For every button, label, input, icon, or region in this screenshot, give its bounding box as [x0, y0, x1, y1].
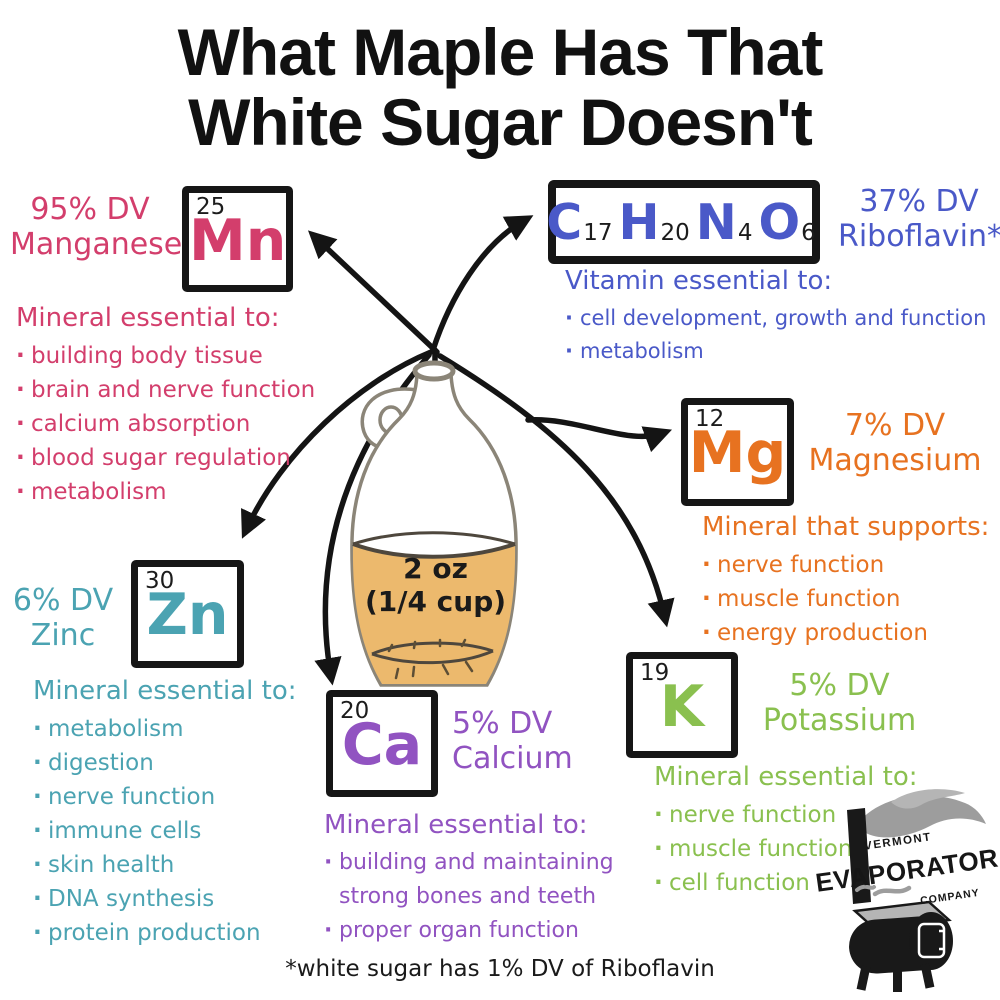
page-title-line1: What Maple Has That	[177, 15, 824, 89]
list-item: metabolism	[33, 712, 333, 746]
list-item: metabolism	[16, 475, 336, 509]
jug-mouth	[412, 360, 456, 382]
formula-element: C	[546, 193, 583, 251]
riboflavin-list-title: Vitamin essential to:	[565, 266, 833, 296]
magnesium-atomic-number: 12	[695, 406, 725, 432]
list-item: nerve function	[654, 798, 944, 832]
list-item: building and maintaining strong bones an…	[324, 846, 644, 914]
syrup-fill	[352, 544, 516, 684]
potassium-dv-label: 5% DV Potassium	[762, 668, 917, 739]
formula-element: O	[758, 193, 801, 251]
formula-element: N	[695, 193, 737, 251]
footnote: *white sugar has 1% DV of Riboflavin	[285, 956, 715, 982]
potassium-element-box: 19 K	[626, 652, 738, 758]
formula-subscript: 6	[801, 219, 816, 246]
potassium-benefits: Mineral essential to: nerve functionmusc…	[654, 762, 944, 900]
magnesium-benefits: Mineral that supports: nerve functionmus…	[702, 512, 992, 650]
list-item: cell development, growth and function	[565, 302, 1000, 335]
calcium-atomic-number: 20	[340, 698, 370, 724]
manganese-list: building body tissuebrain and nerve func…	[16, 339, 336, 509]
list-item: nerve function	[702, 548, 992, 582]
zinc-atomic-number: 30	[145, 568, 175, 594]
calcium-list-title: Mineral essential to:	[324, 810, 588, 840]
manganese-list-title: Mineral essential to:	[16, 303, 280, 333]
formula-subscript: 4	[737, 219, 753, 246]
list-item: proper organ function	[324, 914, 644, 948]
manganese-symbol: Mn	[189, 208, 287, 274]
magnesium-list: nerve functionmuscle functionenergy prod…	[702, 548, 992, 650]
calcium-symbol: Ca	[341, 712, 423, 778]
magnesium-list-title: Mineral that supports:	[702, 512, 990, 542]
calcium-dv-label: 5% DV Calcium	[452, 706, 573, 777]
manganese-atomic-number: 25	[196, 194, 226, 220]
list-item: muscle function	[654, 832, 944, 866]
arrow-to-manganese	[307, 230, 440, 355]
chimney-icon	[847, 808, 871, 904]
riboflavin-list: cell development, growth and functionmet…	[565, 302, 1000, 368]
page-title: What Maple Has That White Sugar Doesn't	[0, 15, 1000, 159]
calcium-element-box: 20 Ca	[326, 690, 438, 797]
list-item: brain and nerve function	[16, 373, 336, 407]
potassium-list: nerve functionmuscle functioncell functi…	[654, 798, 944, 900]
arrow-to-magnesium	[525, 417, 673, 453]
potassium-list-title: Mineral essential to:	[654, 762, 918, 792]
riboflavin-formula: C 17 H 20 N 4 O 6	[546, 198, 822, 247]
jug-amount-label: 2 oz (1/4 cup)	[348, 552, 523, 618]
calcium-list: building and maintaining strong bones an…	[324, 846, 644, 948]
manganese-benefits: Mineral essential to: building body tiss…	[16, 303, 336, 509]
list-item: energy production	[702, 616, 992, 650]
smoke-icon	[857, 795, 986, 838]
list-item: protein production	[33, 916, 333, 950]
zinc-benefits: Mineral essential to: metabolismdigestio…	[33, 676, 333, 950]
arrow-to-potassium	[437, 353, 675, 628]
zinc-dv-label: 6% DV Zinc	[12, 583, 114, 654]
manganese-dv-label: 95% DV Manganese	[10, 192, 183, 263]
zinc-element-box: 30 Zn	[131, 560, 244, 668]
list-item: muscle function	[702, 582, 992, 616]
manganese-element-box: 25 Mn	[182, 186, 293, 292]
jug-amount-cup: (1/4 cup)	[364, 585, 507, 619]
zinc-list: metabolismdigestionnerve functionimmune …	[33, 712, 333, 950]
magnesium-dv-label: 7% DV Magnesium	[808, 408, 982, 479]
riboflavin-formula-box: C 17 H 20 N 4 O 6	[546, 180, 822, 264]
list-item: metabolism	[565, 335, 1000, 368]
magnesium-element-box: 12 Mg	[681, 398, 794, 506]
evaporator-stove-icon	[849, 900, 953, 992]
jug-amount-oz: 2 oz	[403, 552, 468, 585]
list-item: calcium absorption	[16, 407, 336, 441]
formula-element: H	[618, 193, 660, 251]
formula-subscript: 17	[583, 219, 613, 246]
magnesium-symbol: Mg	[688, 420, 787, 486]
list-item: nerve function	[33, 780, 333, 814]
riboflavin-benefits: Vitamin essential to: cell development, …	[565, 266, 1000, 368]
potassium-symbol: K	[659, 674, 705, 740]
list-item: skin health	[33, 848, 333, 882]
arrow-to-riboflavin	[430, 215, 534, 353]
list-item: building body tissue	[16, 339, 336, 373]
list-item: cell function	[654, 866, 944, 900]
page-title-line2: White Sugar Doesn't	[188, 84, 813, 159]
list-item: immune cells	[33, 814, 333, 848]
list-item: DNA synthesis	[33, 882, 333, 916]
potassium-atomic-number: 19	[640, 660, 670, 686]
zinc-list-title: Mineral essential to:	[33, 676, 297, 706]
calcium-benefits: Mineral essential to: building and maint…	[324, 810, 644, 948]
zinc-symbol: Zn	[146, 582, 229, 648]
list-item: blood sugar regulation	[16, 441, 336, 475]
list-item: digestion	[33, 746, 333, 780]
riboflavin-dv-label: 37% DV Riboflavin*	[838, 184, 1000, 255]
vermont-evaporator-logo: VERMONT EVAPORATOR COMPANY	[795, 778, 1000, 996]
formula-subscript: 20	[660, 219, 690, 246]
